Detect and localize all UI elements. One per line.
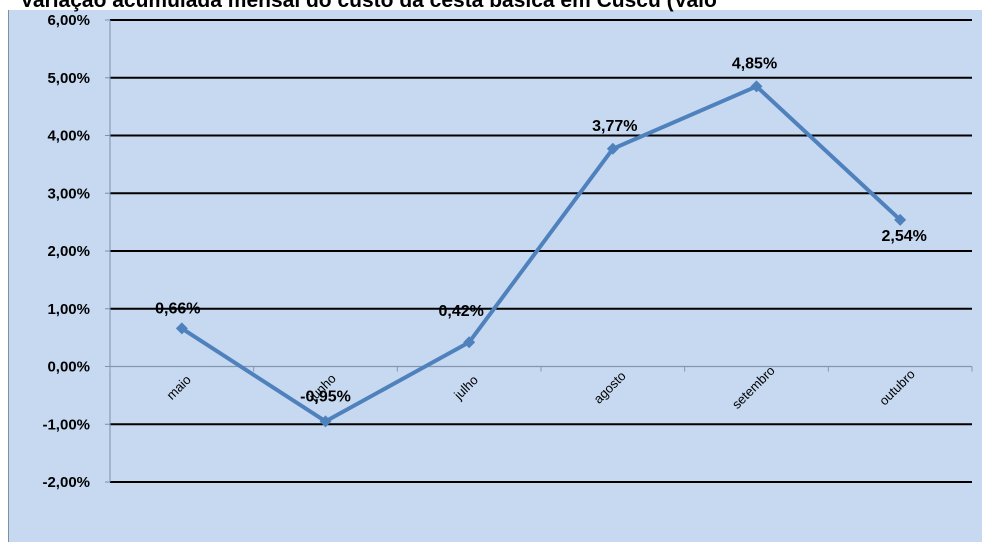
data-point: [894, 213, 907, 226]
data-point: [175, 322, 188, 335]
data-label: 4,85%: [732, 55, 777, 72]
data-point: [606, 142, 619, 155]
data-point: [319, 415, 332, 428]
y-tick-label: 2,00%: [47, 243, 90, 260]
data-point: [463, 336, 476, 349]
y-tick-label: -2,00%: [42, 474, 90, 491]
plot-area: [8, 10, 982, 542]
x-tick-label: julho: [450, 372, 481, 403]
x-tick-label: setembro: [729, 363, 778, 412]
data-label: 2,54%: [881, 228, 926, 245]
y-tick-label: 4,00%: [47, 128, 90, 145]
y-tick-label: 3,00%: [47, 185, 90, 202]
y-tick-labels: 6,00% 5,00% 4,00% 3,00% 2,00% 1,00% 0,00% -1,00…: [42, 12, 90, 491]
y-tick-label: 0,00%: [47, 359, 90, 376]
y-tick-label: -1,00%: [42, 416, 90, 433]
x-tick-label: agosto: [591, 368, 629, 406]
x-tick-label: outubro: [876, 366, 918, 408]
data-label: -0,95%: [300, 388, 351, 405]
data-point: [750, 80, 763, 93]
x-tick-label: maio: [163, 372, 194, 403]
series-line: [175, 80, 907, 428]
y-tick-label: 5,00%: [47, 70, 90, 87]
data-labels: 0,66% -0,95% 0,42% 3,77% 4,85% 2,54%: [155, 55, 927, 405]
data-label: 0,66%: [155, 300, 200, 317]
y-tick-label: 1,00%: [47, 301, 90, 318]
y-tick-label: 6,00%: [47, 12, 90, 29]
gridlines: [110, 19, 972, 483]
series-line-path: [179, 84, 903, 424]
data-label: 3,77%: [592, 118, 637, 135]
chart-title: Variação acumulada mensal do custo da ce…: [20, 0, 717, 12]
data-label: 0,42%: [438, 303, 483, 320]
axes: [105, 19, 973, 483]
